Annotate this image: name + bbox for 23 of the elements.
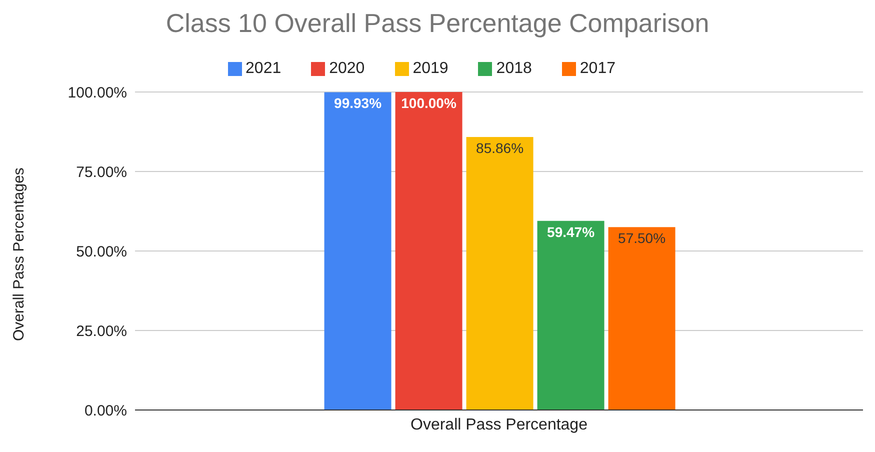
y-tick-label: 25.00% — [76, 322, 127, 340]
data-label: 59.47% — [547, 224, 596, 240]
bar — [324, 92, 392, 410]
y-tick-label: 75.00% — [76, 164, 127, 181]
legend-label: 2021 — [246, 60, 282, 77]
legend-label: 2019 — [412, 60, 448, 77]
y-tick-label: 100.00% — [68, 84, 127, 102]
bar — [608, 227, 676, 410]
bar — [466, 136, 534, 410]
x-tick-label: Overall Pass Percentage — [410, 416, 588, 434]
legend-label: 2020 — [329, 60, 365, 77]
legend-label: 2017 — [580, 60, 616, 77]
y-axis-title: Overall Pass Percentages — [10, 168, 28, 341]
data-label: 85.86% — [476, 140, 524, 156]
bar — [537, 220, 604, 410]
legend-label: 2018 — [496, 60, 532, 77]
data-label: 57.50% — [618, 230, 666, 246]
chart-title: Class 10 Overall Pass Percentage Comparison — [164, 8, 710, 39]
y-tick-label: 0.00% — [84, 402, 127, 420]
data-label: 99.93% — [334, 95, 382, 112]
data-label: 100.00% — [401, 94, 457, 111]
y-tick-label: 50.00% — [76, 243, 127, 260]
bar — [395, 92, 462, 410]
